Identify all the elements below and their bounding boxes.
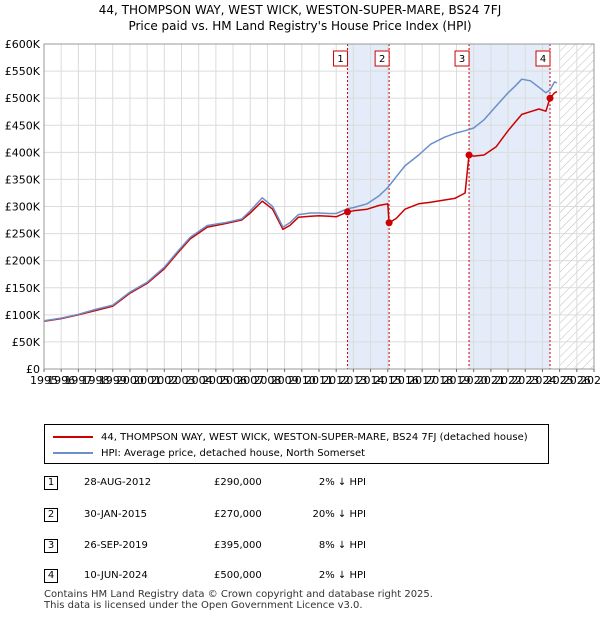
transaction-hpi-diff: 20% ↓ HPI [312,509,366,520]
x-tick-label: 1999 [99,374,127,387]
x-tick-label: 2025 [546,374,574,387]
x-tick-label: 1995 [30,374,58,387]
y-tick-label: £300K [5,201,41,214]
x-tick-label: 2019 [443,374,471,387]
transaction-date: 30-JAN-2015 [84,509,148,520]
x-tick-label: 2010 [288,374,316,387]
y-tick-label: £150K [5,282,41,295]
y-tick-label: £350K [5,173,41,186]
chart-subtitle: Price paid vs. HM Land Registry's House … [128,19,472,33]
sale-number-box [454,50,470,67]
legend-item-hpi: HPI: Average price, detached house, Nort… [53,446,365,460]
chart-legend: 44, THOMPSON WAY, WEST WICK, WESTON-SUPE… [44,424,549,464]
legend-label-hpi: HPI: Average price, detached house, Nort… [101,447,366,459]
sale-number-label: 1 [337,54,343,65]
x-tick-label: 1998 [82,374,110,387]
x-tick-label: 2021 [477,374,505,387]
x-tick-label: 2015 [374,374,402,387]
transaction-number: 1 [44,476,58,490]
y-tick-label: £400K [5,146,41,159]
x-tick-label: 2012 [322,374,350,387]
transaction-hpi-diff: 2% ↓ HPI [318,477,366,488]
sale-number-label: 4 [540,54,546,65]
legend-swatch-hpi [53,452,93,454]
transaction-number: 3 [44,539,58,553]
x-tick-label: 2022 [494,374,522,387]
y-tick-label: £100K [5,309,41,322]
x-tick-label: 2001 [133,374,161,387]
x-tick-label: 2018 [425,374,453,387]
x-tick-label: 2005 [202,374,230,387]
x-tick-label: 2006 [219,374,247,387]
legend-label-price: 44, THOMPSON WAY, WEST WICK, WESTON-SUPE… [101,431,528,443]
transaction-date: 28-AUG-2012 [84,477,152,488]
legend-swatch-price [53,436,93,438]
x-tick-label: 2003 [168,374,196,387]
x-tick-label: 2027 [580,374,600,387]
x-tick-label: 2013 [339,374,367,387]
sale-point [344,208,352,216]
x-tick-label: 1997 [64,374,92,387]
transaction-price: £270,000 [214,509,262,520]
transaction-date: 10-JUN-2024 [84,570,148,581]
sale-number-label: 3 [459,54,465,65]
transaction-row: 4 10-JUN-2024 £500,000 2% ↓ HPI [44,567,584,587]
sale-point [465,151,473,159]
transaction-row: 2 30-JAN-2015 £270,000 20% ↓ HPI [44,506,584,526]
y-tick-label: £0 [26,363,40,376]
y-tick-label: £500K [5,92,41,105]
transaction-price: £500,000 [214,570,262,581]
x-tick-label: 2000 [116,374,144,387]
x-tick-label: 2017 [408,374,436,387]
sale-number-box [535,50,551,67]
x-tick-label: 2023 [511,374,539,387]
sale-point [546,94,554,102]
transaction-number: 2 [44,508,58,522]
x-tick-label: 2007 [236,374,264,387]
transaction-row: 1 28-AUG-2012 £290,000 2% ↓ HPI [44,474,584,494]
x-tick-label: 2020 [460,374,488,387]
y-tick-label: £450K [5,119,41,132]
y-tick-label: £200K [5,255,41,268]
x-tick-label: 2004 [185,374,213,387]
transaction-hpi-diff: 8% ↓ HPI [318,540,366,551]
x-tick-label: 2014 [357,374,385,387]
transaction-price: £395,000 [214,540,262,551]
attribution-line-1: Contains HM Land Registry data © Crown c… [44,589,433,600]
transaction-hpi-diff: 2% ↓ HPI [318,570,366,581]
chart-title: 44, THOMPSON WAY, WEST WICK, WESTON-SUPE… [98,3,502,17]
sale-number-label: 2 [379,54,385,65]
y-tick-label: £550K [5,65,41,78]
y-tick-label: £600K [5,38,41,51]
price-chart: 1 2 3 4 £0 £50K £100K £150K £200K £250K £300K £350K… [5,38,600,387]
y-tick-label: £50K [12,336,41,349]
sale-number-box [374,50,390,67]
attribution-footer: Contains HM Land Registry data © Crown c… [44,589,433,611]
sale-point [385,219,393,227]
transaction-number: 4 [44,569,58,583]
attribution-line-2: This data is licensed under the Open Gov… [44,600,363,611]
legend-item-price: 44, THOMPSON WAY, WEST WICK, WESTON-SUPE… [53,430,528,444]
x-tick-label: 2008 [253,374,281,387]
sale-number-box [333,50,349,67]
x-tick-label: 2024 [528,374,556,387]
price-paid-line [43,91,558,323]
y-tick-label: £250K [5,228,41,241]
x-tick-label: 2016 [391,374,419,387]
x-tick-label: 2026 [563,374,591,387]
x-tick-label: 2009 [271,374,299,387]
x-tick-label: 1996 [47,374,75,387]
x-tick-label: 2011 [305,374,333,387]
transaction-date: 26-SEP-2019 [84,540,148,551]
x-tick-label: 2002 [150,374,178,387]
transaction-row: 3 26-SEP-2019 £395,000 8% ↓ HPI [44,537,584,557]
transaction-price: £290,000 [214,477,262,488]
